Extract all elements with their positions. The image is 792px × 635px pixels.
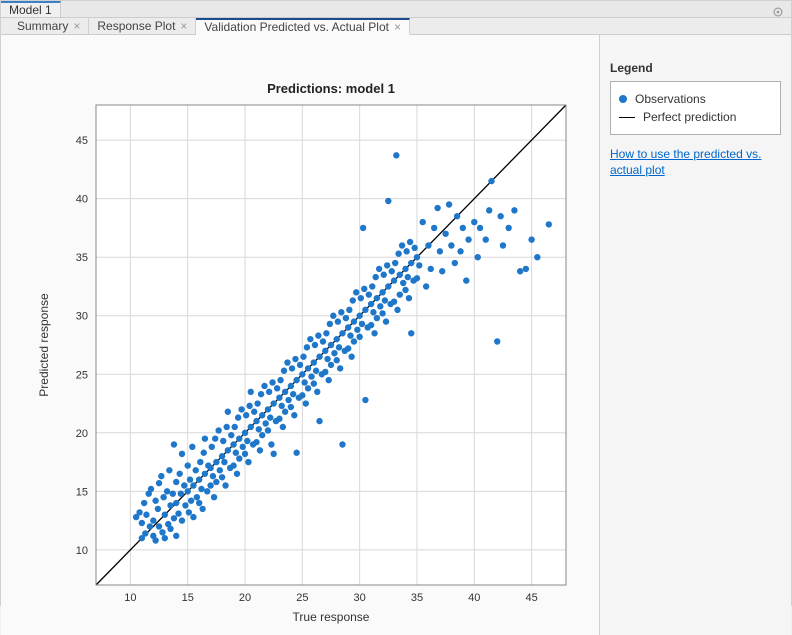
svg-text:45: 45 (525, 592, 537, 604)
tab-predicted-vs-actual[interactable]: Validation Predicted vs. Actual Plot × (196, 18, 410, 35)
legend-label: Observations (635, 92, 706, 106)
scatter-chart: 10 15 20 25 30 35 40 45 10 15 20 25 30 35 40 45 True res… (11, 45, 591, 625)
tab-summary[interactable]: Summary × (9, 18, 89, 34)
svg-text:30: 30 (354, 592, 366, 604)
svg-text:20: 20 (76, 428, 88, 440)
svg-text:35: 35 (76, 252, 88, 264)
tab-label: Validation Predicted vs. Actual Plot (204, 20, 389, 34)
legend-box: Observations Perfect prediction (610, 81, 781, 135)
close-icon[interactable]: × (73, 20, 80, 32)
svg-text:Predicted response: Predicted response (37, 293, 51, 397)
content-area: 10 15 20 25 30 35 40 45 10 15 20 25 30 35 40 45 True res… (1, 35, 791, 635)
circle-marker-icon (619, 95, 627, 103)
legend-title: Legend (610, 61, 781, 75)
svg-text:40: 40 (76, 194, 88, 206)
svg-text:10: 10 (124, 592, 136, 604)
line-marker-icon (619, 117, 635, 118)
tab-label: Response Plot (97, 19, 175, 33)
tab-response-plot[interactable]: Response Plot × (89, 18, 196, 34)
model-tab-bar: Model 1 (1, 1, 791, 18)
model-tab[interactable]: Model 1 (1, 1, 61, 17)
svg-text:35: 35 (411, 592, 423, 604)
svg-text:40: 40 (468, 592, 480, 604)
legend-panel: Legend Observations Perfect prediction H… (599, 35, 791, 635)
svg-text:15: 15 (76, 486, 88, 498)
model-tab-label: Model 1 (9, 3, 52, 17)
svg-text:15: 15 (182, 592, 194, 604)
tab-label: Summary (17, 19, 68, 33)
app-window: Model 1 Summary × Response Plot × Valida… (0, 0, 792, 606)
svg-text:True response: True response (293, 610, 370, 624)
close-icon[interactable]: × (180, 20, 187, 32)
plot-tab-bar: Summary × Response Plot × Validation Pre… (1, 18, 791, 35)
svg-text:20: 20 (239, 592, 251, 604)
close-icon[interactable]: × (394, 21, 401, 33)
svg-text:30: 30 (76, 311, 88, 323)
legend-item-perfect: Perfect prediction (619, 108, 772, 126)
plot-pane: 10 15 20 25 30 35 40 45 10 15 20 25 30 35 40 45 True res… (1, 35, 599, 635)
svg-text:25: 25 (296, 592, 308, 604)
svg-text:10: 10 (76, 545, 88, 557)
legend-label: Perfect prediction (643, 110, 736, 124)
svg-text:Predictions: model 1: Predictions: model 1 (267, 81, 395, 96)
help-link[interactable]: How to use the predicted vs. actual plot (610, 147, 781, 178)
svg-text:45: 45 (76, 135, 88, 147)
legend-item-observations: Observations (619, 90, 772, 108)
gear-icon[interactable] (771, 5, 785, 19)
svg-text:25: 25 (76, 369, 88, 381)
